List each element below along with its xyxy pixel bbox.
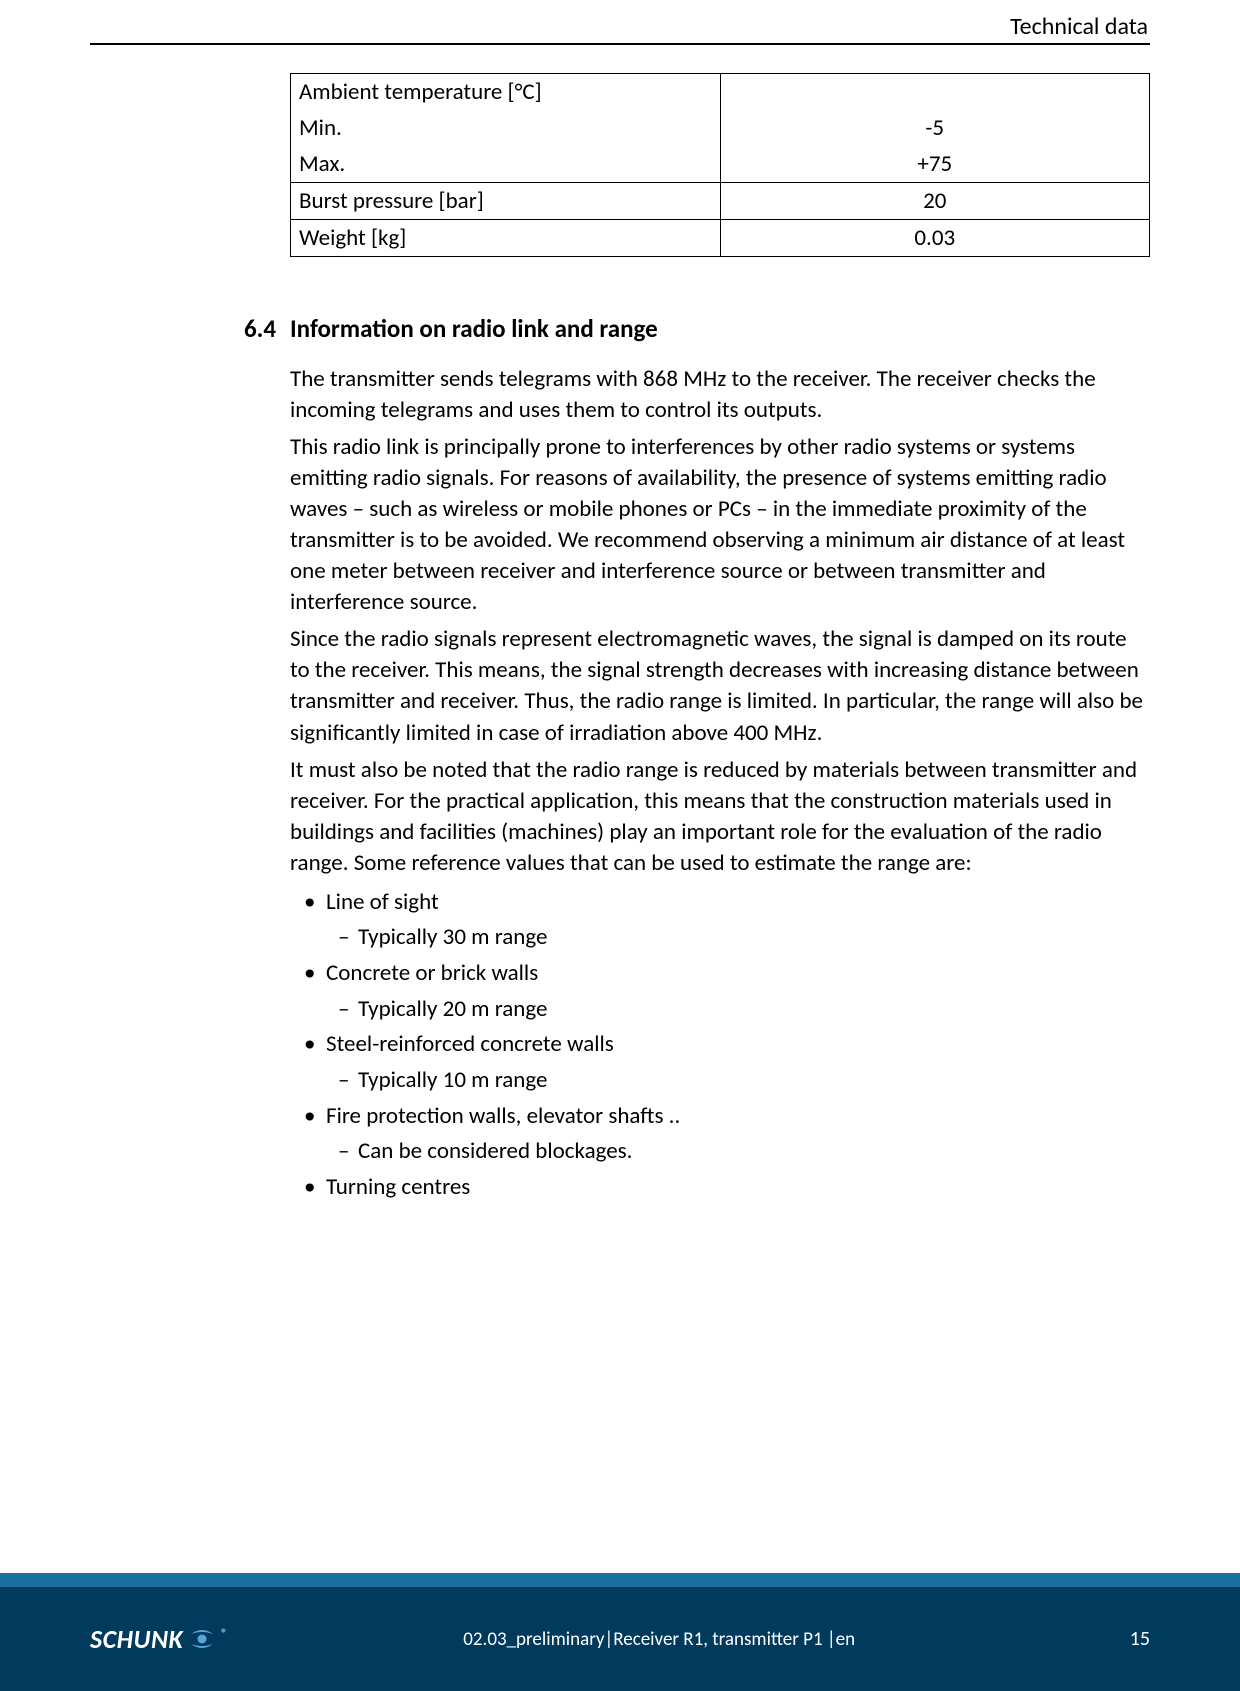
sub-text: Can be considered blockages.	[358, 1137, 632, 1165]
bullet-text: Steel-reinforced concrete walls	[326, 1030, 614, 1058]
list-item: Concrete or brick walls Typically 20 m r…	[290, 956, 1150, 1027]
logo-registered: ®	[221, 1627, 227, 1641]
cell-label: Weight [kg]	[291, 220, 721, 257]
logo-text: SCHUNK	[90, 1623, 183, 1655]
section-heading: 6.4 Information on radio link and range	[290, 313, 1150, 344]
cell-value: 20	[720, 183, 1150, 220]
bullet-text: Concrete or brick walls	[326, 959, 538, 987]
sub-text: Typically 20 m range	[358, 995, 547, 1023]
paragraph: This radio link is principally prone to …	[290, 432, 1150, 618]
page: Technical data Ambient temperature [°C] …	[0, 0, 1240, 1206]
bullet-list: Line of sight Typically 30 m range Concr…	[290, 885, 1150, 1206]
footer-accent-bar	[0, 1573, 1240, 1587]
cell-label: Ambient temperature [°C]	[291, 74, 721, 111]
sub-item: Typically 10 m range	[290, 1063, 1150, 1099]
spec-table: Ambient temperature [°C] Min. -5 Max. +7…	[290, 73, 1150, 257]
bullet-text: Turning centres	[326, 1173, 470, 1201]
sub-list: Typically 20 m range	[290, 992, 1150, 1028]
cell-value	[720, 74, 1150, 111]
table-row: Max. +75	[291, 146, 1150, 183]
cell-label: Min.	[291, 110, 721, 146]
cell-value: +75	[720, 146, 1150, 183]
list-item: Steel-reinforced concrete walls Typicall…	[290, 1027, 1150, 1098]
bullet-text: Fire protection walls, elevator shafts .…	[326, 1102, 680, 1130]
sub-item: Typically 20 m range	[290, 992, 1150, 1028]
header-title: Technical data	[90, 12, 1150, 43]
footer-page-number: 15	[1130, 1627, 1150, 1651]
list-item: Turning centres	[290, 1170, 1150, 1206]
header-rule: Technical data	[90, 0, 1150, 45]
list-item: Fire protection walls, elevator shafts .…	[290, 1099, 1150, 1170]
section-title: Information on radio link and range	[290, 313, 658, 344]
paragraph: The transmitter sends telegrams with 868…	[290, 364, 1150, 426]
sub-item: Can be considered blockages.	[290, 1134, 1150, 1170]
cell-label: Max.	[291, 146, 721, 183]
footer-main: SCHUNK ® 02.03_preliminary|Receiver R1, …	[0, 1587, 1240, 1691]
sub-text: Typically 30 m range	[358, 923, 547, 951]
sub-list: Can be considered blockages.	[290, 1134, 1150, 1170]
bullet-text: Line of sight	[326, 888, 439, 916]
cell-label: Burst pressure [bar]	[291, 183, 721, 220]
sub-list: Typically 10 m range	[290, 1063, 1150, 1099]
table-row: Burst pressure [bar] 20	[291, 183, 1150, 220]
footer-doc-id: 02.03_preliminary|Receiver R1, transmitt…	[463, 1628, 855, 1651]
paragraph: It must also be noted that the radio ran…	[290, 755, 1150, 879]
logo-icon	[187, 1624, 217, 1654]
cell-value: 0.03	[720, 220, 1150, 257]
cell-value: -5	[720, 110, 1150, 146]
content-area: Ambient temperature [°C] Min. -5 Max. +7…	[290, 49, 1150, 1206]
sub-item: Typically 30 m range	[290, 920, 1150, 956]
logo: SCHUNK ®	[90, 1623, 227, 1655]
sub-list: Typically 30 m range	[290, 920, 1150, 956]
list-item: Line of sight Typically 30 m range	[290, 885, 1150, 956]
table-row: Ambient temperature [°C]	[291, 74, 1150, 111]
paragraph: Since the radio signals represent electr…	[290, 624, 1150, 748]
table-row: Min. -5	[291, 110, 1150, 146]
footer: SCHUNK ® 02.03_preliminary|Receiver R1, …	[0, 1573, 1240, 1691]
table-row: Weight [kg] 0.03	[291, 220, 1150, 257]
sub-text: Typically 10 m range	[358, 1066, 547, 1094]
section-number: 6.4	[244, 313, 290, 344]
